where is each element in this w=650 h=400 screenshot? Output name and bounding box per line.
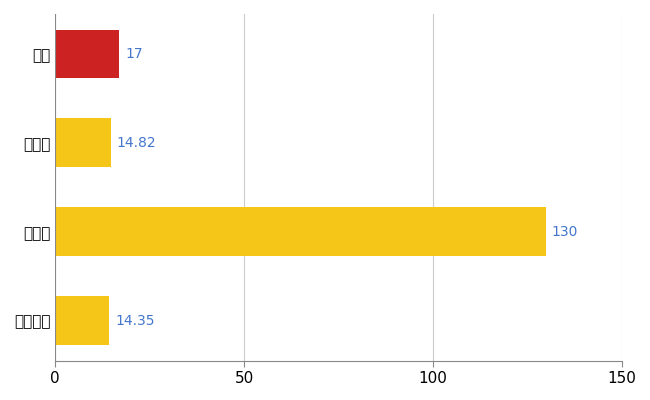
Text: 17: 17 (125, 47, 143, 61)
Text: 130: 130 (552, 225, 578, 239)
Bar (55, 207, 546, 256)
Text: 14.82: 14.82 (117, 136, 157, 150)
Text: 14.35: 14.35 (115, 314, 155, 328)
Bar (55, 296, 109, 345)
Bar (55, 118, 111, 167)
Bar (55, 30, 120, 78)
